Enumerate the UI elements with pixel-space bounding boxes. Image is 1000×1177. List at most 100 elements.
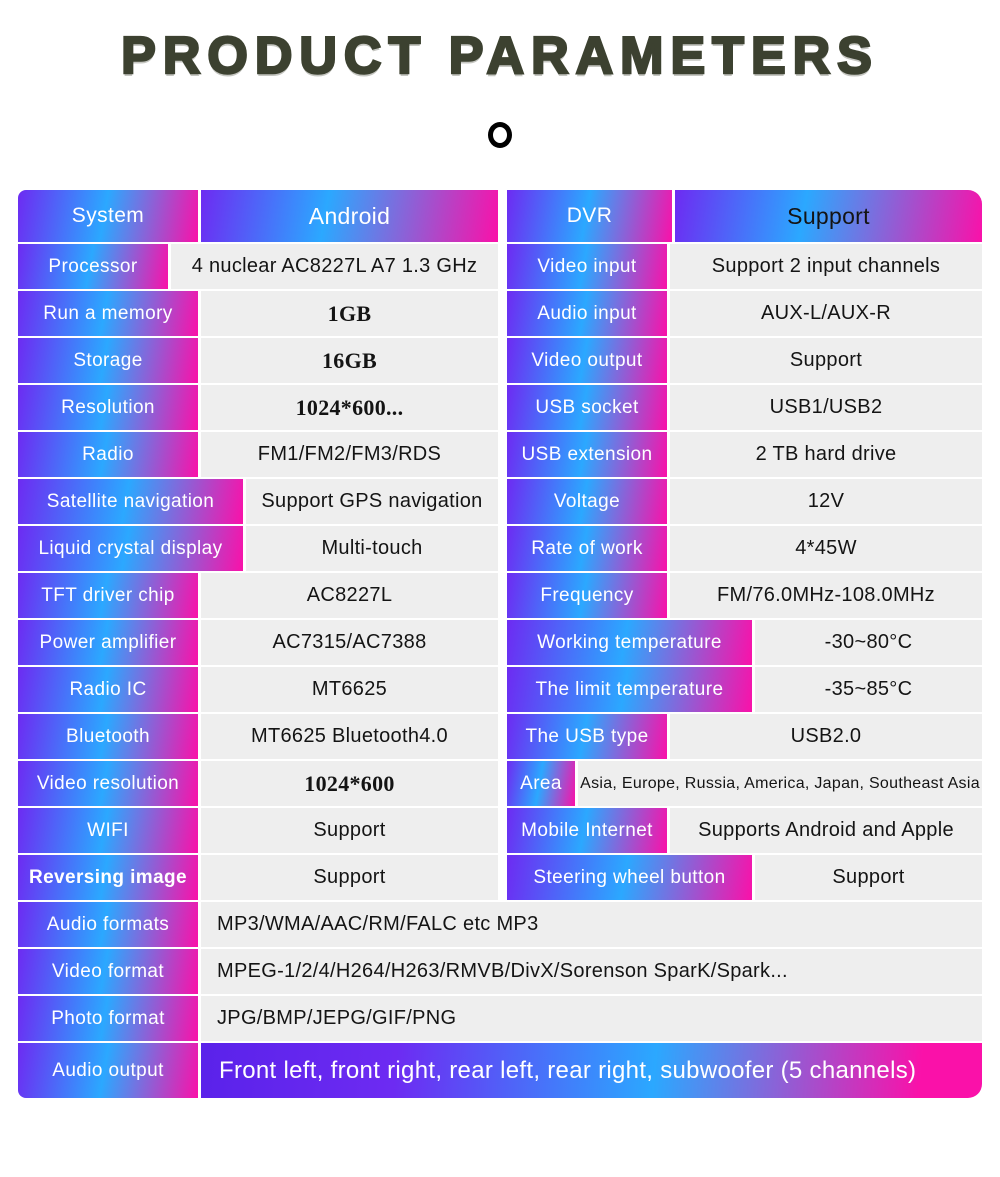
spec-label: Bluetooth bbox=[18, 714, 198, 759]
spec-value: 1024*600... bbox=[201, 385, 498, 430]
spec-value: AC7315/AC7388 bbox=[201, 620, 498, 665]
spec-columns: System Android Processor 4 nuclear AC8227L … bbox=[18, 190, 982, 902]
spec-row: USB socket USB1/USB2 bbox=[507, 385, 982, 430]
spec-value: USB2.0 bbox=[670, 714, 982, 759]
spec-value: MT6625 Bluetooth4.0 bbox=[201, 714, 498, 759]
spec-value: Support bbox=[201, 855, 498, 900]
spec-row: Liquid crystal display Multi-touch bbox=[18, 526, 498, 571]
spec-value: JPG/BMP/JEPG/GIF/PNG bbox=[201, 996, 982, 1041]
spec-row: DVR Support bbox=[507, 190, 982, 242]
spec-label: Mobile Internet bbox=[507, 808, 667, 853]
spec-label: Video format bbox=[18, 949, 198, 994]
spec-row: System Android bbox=[18, 190, 498, 242]
spec-row: Rate of work 4*45W bbox=[507, 526, 982, 571]
spec-label: Audio input bbox=[507, 291, 667, 336]
spec-label: DVR bbox=[507, 190, 672, 242]
spec-value: Multi-touch bbox=[246, 526, 498, 571]
spec-label: Video resolution bbox=[18, 761, 198, 806]
spec-value: Support 2 input channels bbox=[670, 244, 982, 289]
spec-label: Radio IC bbox=[18, 667, 198, 712]
spec-label: Area bbox=[507, 761, 575, 806]
spec-value: 12V bbox=[670, 479, 982, 524]
spec-column-left: System Android Processor 4 nuclear AC8227L … bbox=[18, 190, 498, 902]
spec-row: WIFI Support bbox=[18, 808, 498, 853]
spec-label: Photo format bbox=[18, 996, 198, 1041]
spec-row: Video input Support 2 input channels bbox=[507, 244, 982, 289]
spec-value: Support bbox=[755, 855, 982, 900]
spec-row: Steering wheel button Support bbox=[507, 855, 982, 900]
spec-row: Bluetooth MT6625 Bluetooth4.0 bbox=[18, 714, 498, 759]
spec-value: Support bbox=[201, 808, 498, 853]
spec-value: MP3/WMA/AAC/RM/FALC etc MP3 bbox=[201, 902, 982, 947]
spec-label: Run a memory bbox=[18, 291, 198, 336]
circle-ornament bbox=[488, 122, 512, 148]
spec-value: Support bbox=[675, 190, 982, 242]
spec-label: Resolution bbox=[18, 385, 198, 430]
spec-row: Photo format JPG/BMP/JEPG/GIF/PNG bbox=[18, 996, 982, 1041]
spec-value: FM/76.0MHz-108.0MHz bbox=[670, 573, 982, 618]
spec-label: The limit temperature bbox=[507, 667, 752, 712]
spec-label: Reversing image bbox=[18, 855, 198, 900]
spec-fullwidth-rows: Audio formats MP3/WMA/AAC/RM/FALC etc MP3… bbox=[18, 902, 982, 1100]
spec-value: AC8227L bbox=[201, 573, 498, 618]
spec-value: Supports Android and Apple bbox=[670, 808, 982, 853]
spec-label: Steering wheel button bbox=[507, 855, 752, 900]
spec-label: The USB type bbox=[507, 714, 667, 759]
spec-column-right: DVR Support Video input Support 2 input cha… bbox=[507, 190, 982, 902]
spec-label: Radio bbox=[18, 432, 198, 477]
spec-label: USB socket bbox=[507, 385, 667, 430]
spec-label: Rate of work bbox=[507, 526, 667, 571]
spec-label: Working temperature bbox=[507, 620, 752, 665]
spec-row: Working temperature -30~80°C bbox=[507, 620, 982, 665]
spec-row: Run a memory 1GB bbox=[18, 291, 498, 336]
spec-value: -35~85°C bbox=[755, 667, 982, 712]
spec-table: System Android Processor 4 nuclear AC8227L … bbox=[18, 190, 982, 1100]
spec-value: 1024*600 bbox=[201, 761, 498, 806]
spec-label: System bbox=[18, 190, 198, 242]
spec-row: Video format MPEG-1/2/4/H264/H263/RMVB/Di… bbox=[18, 949, 982, 994]
spec-label: Audio output bbox=[18, 1043, 198, 1098]
spec-label: Audio formats bbox=[18, 902, 198, 947]
spec-label: Satellite navigation bbox=[18, 479, 243, 524]
spec-label: Frequency bbox=[507, 573, 667, 618]
spec-row: Processor 4 nuclear AC8227L A7 1.3 GHz bbox=[18, 244, 498, 289]
spec-row: Frequency FM/76.0MHz-108.0MHz bbox=[507, 573, 982, 618]
spec-label: Processor bbox=[18, 244, 168, 289]
spec-row: Voltage 12V bbox=[507, 479, 982, 524]
spec-row: Radio IC MT6625 bbox=[18, 667, 498, 712]
spec-value: Android bbox=[201, 190, 498, 242]
spec-value: Asia, Europe, Russia, America, Japan, So… bbox=[578, 761, 982, 806]
spec-row: Radio FM1/FM2/FM3/RDS bbox=[18, 432, 498, 477]
spec-row: Audio input AUX-L/AUX-R bbox=[507, 291, 982, 336]
page-title: PRODUCT PARAMETERS bbox=[120, 27, 879, 85]
spec-row: Mobile Internet Supports Android and Appl… bbox=[507, 808, 982, 853]
spec-value: USB1/USB2 bbox=[670, 385, 982, 430]
spec-value: Support bbox=[670, 338, 982, 383]
spec-label: Liquid crystal display bbox=[18, 526, 243, 571]
spec-row: Storage 16GB bbox=[18, 338, 498, 383]
spec-value: -30~80°C bbox=[755, 620, 982, 665]
spec-value: MPEG-1/2/4/H264/H263/RMVB/DivX/Sorenson … bbox=[201, 949, 982, 994]
spec-label: Storage bbox=[18, 338, 198, 383]
spec-row: TFT driver chip AC8227L bbox=[18, 573, 498, 618]
spec-row: The limit temperature -35~85°C bbox=[507, 667, 982, 712]
spec-row: Power amplifier AC7315/AC7388 bbox=[18, 620, 498, 665]
spec-value: FM1/FM2/FM3/RDS bbox=[201, 432, 498, 477]
spec-row: The USB type USB2.0 bbox=[507, 714, 982, 759]
spec-row: Video output Support bbox=[507, 338, 982, 383]
spec-row: Audio formats MP3/WMA/AAC/RM/FALC etc MP3 bbox=[18, 902, 982, 947]
spec-value: Support GPS navigation bbox=[246, 479, 498, 524]
spec-row: USB extension 2 TB hard drive bbox=[507, 432, 982, 477]
spec-row: Video resolution 1024*600 bbox=[18, 761, 498, 806]
spec-value: 1GB bbox=[201, 291, 498, 336]
spec-value: 4*45W bbox=[670, 526, 982, 571]
spec-row: Audio output Front left, front right, rea… bbox=[18, 1043, 982, 1098]
spec-value: Front left, front right, rear left, rear… bbox=[201, 1043, 982, 1098]
spec-value: MT6625 bbox=[201, 667, 498, 712]
spec-value: 2 TB hard drive bbox=[670, 432, 982, 477]
spec-label: Video input bbox=[507, 244, 667, 289]
spec-value: 4 nuclear AC8227L A7 1.3 GHz bbox=[171, 244, 498, 289]
spec-label: WIFI bbox=[18, 808, 198, 853]
spec-label: USB extension bbox=[507, 432, 667, 477]
spec-row: Resolution 1024*600... bbox=[18, 385, 498, 430]
